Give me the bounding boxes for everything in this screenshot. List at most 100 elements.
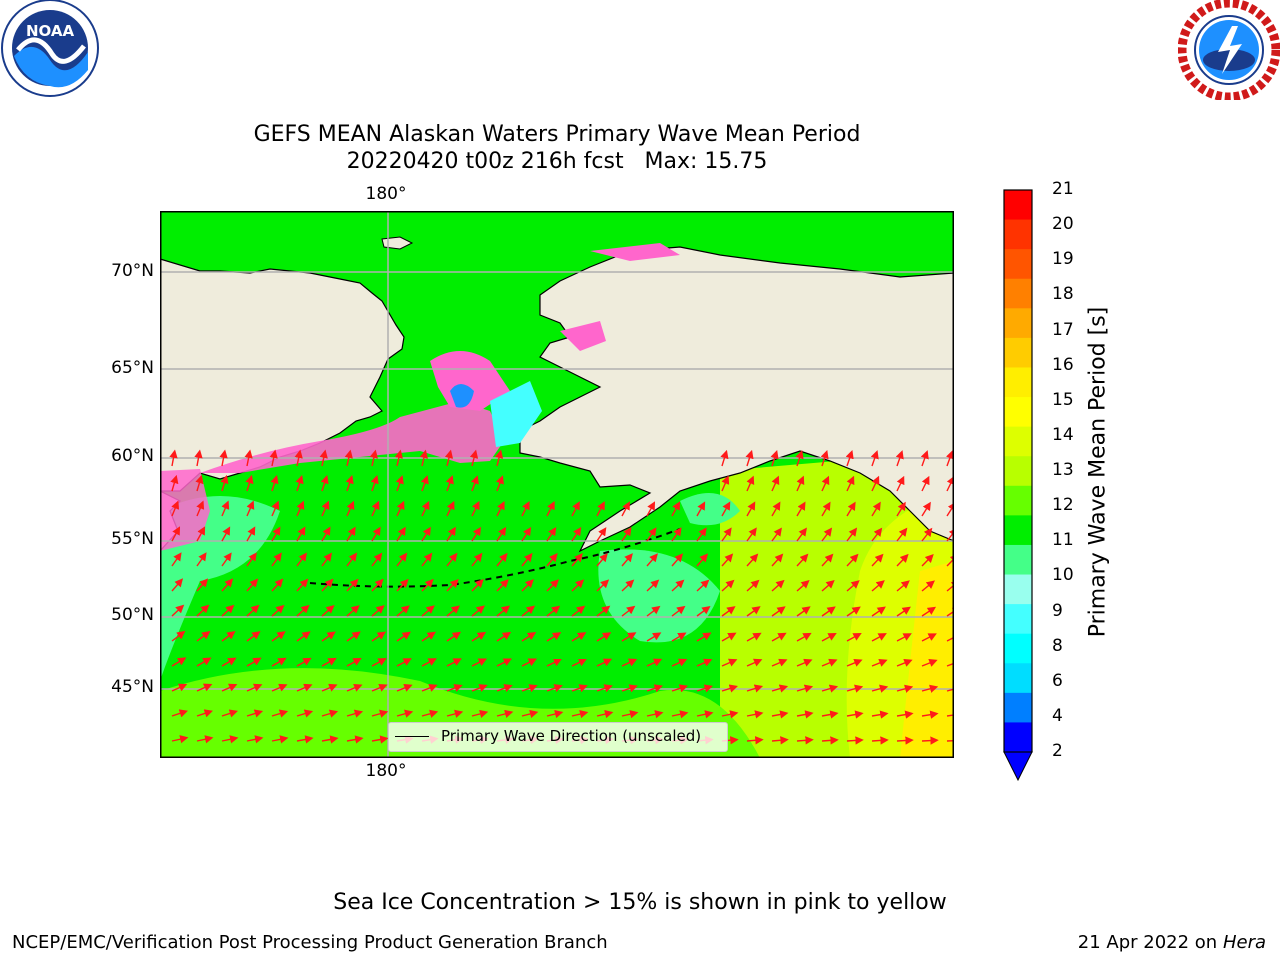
wave-arrow xyxy=(746,475,755,492)
colorbar-block xyxy=(1004,515,1032,546)
wave-arrow xyxy=(521,631,537,642)
wave-arrow xyxy=(921,736,939,745)
wave-arrow xyxy=(646,605,661,617)
wave-arrow xyxy=(346,735,364,744)
wave-arrow xyxy=(571,709,589,719)
wave-arrow xyxy=(721,684,738,693)
wave-arrow xyxy=(346,526,356,542)
wave-arrow xyxy=(271,735,289,744)
wave-arrow xyxy=(171,578,184,592)
wave-arrow xyxy=(896,580,910,592)
wave-arrow xyxy=(821,632,837,642)
wave-arrow xyxy=(294,449,303,467)
wave-arrow xyxy=(246,657,262,667)
wave-arrow xyxy=(546,632,562,642)
wave-arrow xyxy=(796,710,814,719)
wave-arrow xyxy=(771,527,782,542)
sea-ice-kotzebue xyxy=(560,321,606,351)
wave-arrow xyxy=(671,632,687,642)
wave-arrow xyxy=(396,605,410,617)
wave-arrow xyxy=(171,552,182,567)
wave-arrow xyxy=(871,527,883,542)
low-period-pocket xyxy=(450,384,474,408)
wave-arrow xyxy=(420,475,429,492)
wave-arrow xyxy=(846,710,864,719)
wave-arrow xyxy=(721,710,739,719)
wave-arrow xyxy=(521,658,538,667)
colorbar-tick-label: 19 xyxy=(1052,249,1074,270)
wave-arrow xyxy=(196,552,207,567)
wave-arrow xyxy=(446,631,462,642)
wave-arrow xyxy=(245,474,254,492)
wave-arrow xyxy=(269,449,278,467)
wave-arrow xyxy=(796,501,806,517)
wave-arrow xyxy=(946,527,954,542)
latitude-label-55n: 55°N xyxy=(111,529,154,549)
wave-arrow xyxy=(321,604,335,617)
wave-arrow xyxy=(721,475,730,492)
latitude-label-60n: 60°N xyxy=(111,446,154,466)
wave-arrow xyxy=(521,605,536,617)
colorbar-block xyxy=(1004,249,1032,280)
wave-arrow xyxy=(646,579,660,592)
wave-arrow xyxy=(796,553,809,567)
wave-arrow xyxy=(271,631,286,642)
wave-arrow xyxy=(521,500,530,517)
land-wrangel-island xyxy=(381,236,414,250)
wave-arrow xyxy=(596,605,611,617)
wave-arrow xyxy=(246,526,256,542)
wave-arrow xyxy=(369,449,378,467)
legend-label: Primary Wave Direction (unscaled) xyxy=(441,727,702,745)
wave-arrow xyxy=(396,709,414,718)
colorbar-block xyxy=(1004,692,1032,723)
wave-arrow xyxy=(546,526,557,542)
colorbar-block xyxy=(1004,219,1032,250)
wave-arrow xyxy=(171,500,180,517)
colorbar-block xyxy=(1004,633,1032,664)
wave-arrow xyxy=(771,736,789,745)
wave-arrow xyxy=(820,450,829,467)
wave-arrow xyxy=(221,683,238,692)
wave-arrow xyxy=(370,475,379,492)
wave-arrow xyxy=(271,604,285,617)
wave-arrow xyxy=(896,501,906,517)
wave-arrow xyxy=(246,631,261,642)
wave-arrow xyxy=(871,580,885,592)
colorbar-block xyxy=(1004,663,1032,694)
wave-arrow xyxy=(171,657,187,667)
wave-arrow xyxy=(746,658,763,667)
wave-arrow xyxy=(321,631,336,642)
wave-arrow xyxy=(571,501,580,517)
wave-arrow xyxy=(596,579,610,592)
wave-arrow xyxy=(371,526,381,542)
wave-arrow xyxy=(796,579,810,592)
wave-arrow xyxy=(746,606,761,617)
map-panel xyxy=(160,211,954,758)
wave-arrow xyxy=(646,710,664,719)
wave-arrow xyxy=(671,501,681,517)
wave-arrow xyxy=(796,684,814,693)
period-region-8s xyxy=(490,381,542,447)
wave-arrow xyxy=(696,632,712,642)
wave-arrow xyxy=(371,605,385,617)
wave-arrow xyxy=(521,709,539,719)
wave-arrow xyxy=(496,709,514,718)
wave-arrow xyxy=(846,684,864,693)
wave-arrow xyxy=(921,710,939,719)
wave-arrow xyxy=(221,604,235,617)
wave-arrow xyxy=(596,501,605,517)
colorbar-tick-label: 18 xyxy=(1052,284,1074,305)
wave-arrow xyxy=(646,527,657,542)
wave-arrow xyxy=(546,553,558,567)
wave-arrow xyxy=(870,450,879,467)
wave-arrow xyxy=(246,709,264,718)
wave-arrow xyxy=(171,630,186,642)
wave-arrow xyxy=(320,475,329,492)
wave-arrow xyxy=(246,552,257,567)
wave-arrow xyxy=(771,579,785,592)
wave-arrow xyxy=(571,605,586,617)
wave-arrow xyxy=(646,501,656,517)
wave-arrow xyxy=(846,475,855,492)
wave-arrow xyxy=(921,606,937,617)
wave-arrow xyxy=(696,684,713,693)
